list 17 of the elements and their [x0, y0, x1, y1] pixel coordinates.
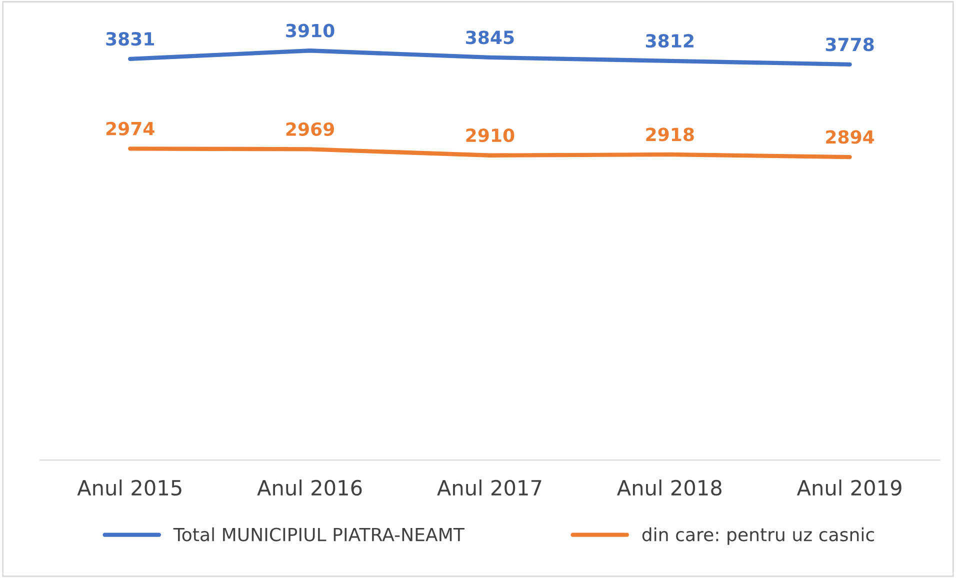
data-label: 3831 [106, 32, 154, 46]
data-label: 3778 [826, 38, 874, 52]
legend-label: Total MUNICIPIUL PIATRA-NEAMT [173, 527, 464, 542]
x-tick-label: Anul 2018 [616, 480, 722, 496]
data-label: 2974 [106, 122, 154, 136]
x-tick-label: Anul 2015 [77, 480, 182, 496]
x-tick-label: Anul 2016 [257, 480, 362, 496]
x-tick-label: Anul 2019 [796, 480, 902, 496]
x-tick-label: Anul 2017 [437, 480, 542, 496]
data-label: 2894 [826, 130, 874, 144]
data-label: 3812 [646, 34, 694, 48]
data-label: 2910 [466, 128, 514, 142]
legend-label: din care: pentru uz casnic [642, 527, 874, 545]
data-label: 3845 [466, 30, 514, 44]
data-label: 2918 [646, 128, 694, 142]
data-label: 2969 [286, 122, 334, 136]
data-label: 3910 [286, 24, 334, 38]
